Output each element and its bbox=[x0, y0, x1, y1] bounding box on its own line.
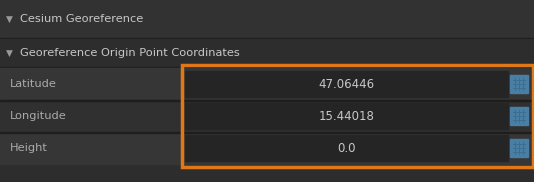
Bar bbox=[0, 132, 534, 164]
Bar bbox=[0, 0, 534, 38]
Text: 15.44018: 15.44018 bbox=[319, 110, 374, 122]
Text: Georeference Origin Point Coordinates: Georeference Origin Point Coordinates bbox=[20, 48, 240, 58]
Bar bbox=[0, 100, 534, 101]
Bar bbox=[185, 71, 508, 97]
Text: Cesium Georeference: Cesium Georeference bbox=[20, 14, 143, 24]
Text: Longitude: Longitude bbox=[10, 111, 67, 121]
Bar bbox=[510, 107, 528, 125]
Bar bbox=[0, 100, 534, 132]
Bar bbox=[0, 67, 534, 68]
Text: 0.0: 0.0 bbox=[337, 141, 356, 155]
Bar bbox=[185, 103, 508, 129]
Bar bbox=[0, 38, 534, 39]
Text: Height: Height bbox=[10, 143, 48, 153]
Bar bbox=[185, 135, 508, 161]
Text: ▼: ▼ bbox=[5, 15, 12, 23]
Text: ▼: ▼ bbox=[5, 48, 12, 58]
Bar bbox=[0, 39, 534, 67]
Text: Latitude: Latitude bbox=[10, 79, 57, 89]
Text: 47.06446: 47.06446 bbox=[318, 78, 374, 90]
Bar bbox=[510, 139, 528, 157]
Bar bbox=[0, 68, 534, 100]
Bar bbox=[510, 75, 528, 93]
Bar bbox=[0, 132, 534, 133]
Bar bbox=[182, 65, 533, 167]
